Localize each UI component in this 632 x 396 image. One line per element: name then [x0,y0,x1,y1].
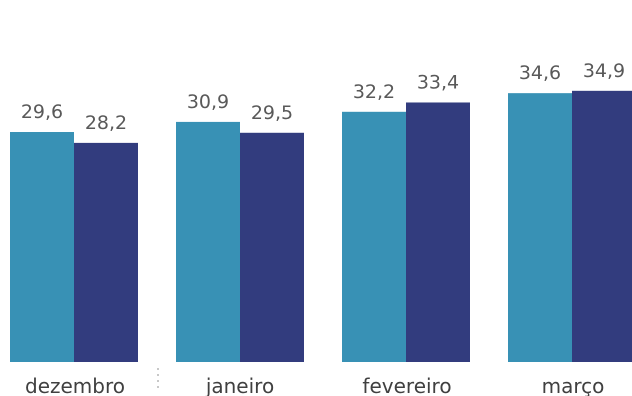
value-label-janeiro-series-1: 30,9 [187,91,229,113]
value-label-janeiro-series-2: 29,5 [251,102,293,124]
category-label-janeiro: janeiro [205,374,274,396]
bar-janeiro-series-1 [176,121,240,362]
bar-dezembro-series-1 [10,132,74,362]
value-label-fevereiro-series-2: 33,4 [417,71,459,93]
category-label-dezembro: dezembro [25,374,125,396]
value-label-março-series-1: 34,6 [519,62,561,84]
bar-março-series-2 [572,90,632,363]
value-label-dezembro-series-2: 28,2 [85,112,127,134]
bar-janeiro-series-2 [240,132,304,362]
value-label-março-series-2: 34,9 [583,60,625,82]
category-label-março: março [542,374,605,396]
value-label-dezembro-series-1: 29,6 [21,101,63,123]
category-label-fevereiro: fevereiro [362,374,451,396]
bars-layer [10,90,632,363]
bar-dezembro-series-2 [74,142,138,362]
value-label-fevereiro-series-1: 32,2 [353,81,395,103]
bar-fevereiro-series-2 [406,102,470,363]
bar-março-series-1 [508,93,572,363]
bar-fevereiro-series-1 [342,111,406,362]
value-labels-layer: 29,6 28,2 30,9 29,5 32,2 33,4 34,6 34,9 [21,60,625,134]
category-labels-layer: dezembro janeiro fevereiro março [25,374,604,396]
